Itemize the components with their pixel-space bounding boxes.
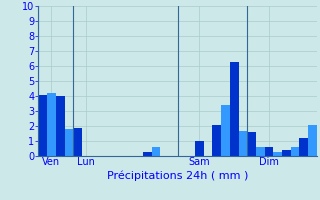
Bar — [38, 95, 47, 156]
Bar — [273, 152, 282, 156]
X-axis label: Précipitations 24h ( mm ): Précipitations 24h ( mm ) — [107, 170, 248, 181]
Bar — [56, 96, 65, 156]
Bar — [282, 150, 291, 156]
Bar — [300, 138, 308, 156]
Bar — [265, 147, 273, 156]
Bar — [308, 124, 317, 156]
Bar — [256, 147, 265, 156]
Bar — [65, 129, 73, 156]
Bar — [247, 132, 256, 156]
Bar — [230, 62, 238, 156]
Bar — [143, 152, 151, 156]
Bar — [221, 105, 230, 156]
Bar — [291, 147, 300, 156]
Bar — [195, 141, 204, 156]
Bar — [73, 128, 82, 156]
Bar — [212, 124, 221, 156]
Bar — [151, 147, 160, 156]
Bar — [238, 130, 247, 156]
Bar — [47, 93, 56, 156]
